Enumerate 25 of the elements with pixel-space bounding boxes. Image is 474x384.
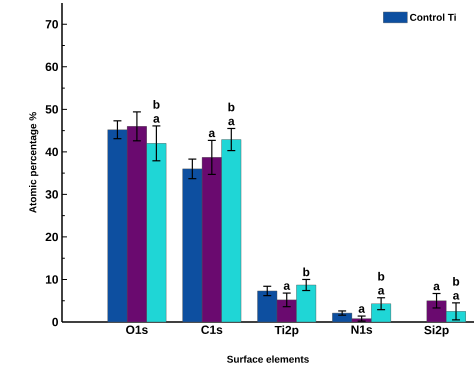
data-label: b a: [228, 102, 235, 126]
y-tick-label: 50: [46, 105, 58, 114]
y-tick-label: 30: [45, 190, 58, 199]
data-label: a: [358, 306, 366, 313]
y-tick-label: 20: [46, 232, 58, 242]
x-tick-label: C1s: [201, 326, 222, 334]
data-label: a: [284, 283, 290, 290]
data-label: a: [434, 284, 440, 290]
x-tick-label: N1s: [351, 326, 372, 334]
x-tick-label: O1s: [126, 326, 148, 334]
y-axis-title: Atomic percentage %: [29, 112, 38, 213]
data-label: b a: [378, 272, 385, 295]
data-label: b a: [453, 276, 460, 300]
legend-label: Control Ti: [410, 14, 456, 21]
y-tick-label: 70: [46, 20, 58, 28]
x-axis-title: Surface elements: [227, 355, 309, 363]
x-tick-label: Ti2p: [274, 326, 298, 337]
data-label: b a: [153, 100, 160, 123]
y-tick-label: 10: [46, 275, 58, 284]
x-tick-label: Si2p: [424, 326, 449, 337]
data-label: b: [303, 268, 310, 276]
y-tick-label: 60: [46, 62, 58, 72]
data-label: a: [208, 130, 216, 138]
y-tick-label: 40: [45, 148, 58, 156]
y-tick-label: 0: [52, 318, 58, 326]
